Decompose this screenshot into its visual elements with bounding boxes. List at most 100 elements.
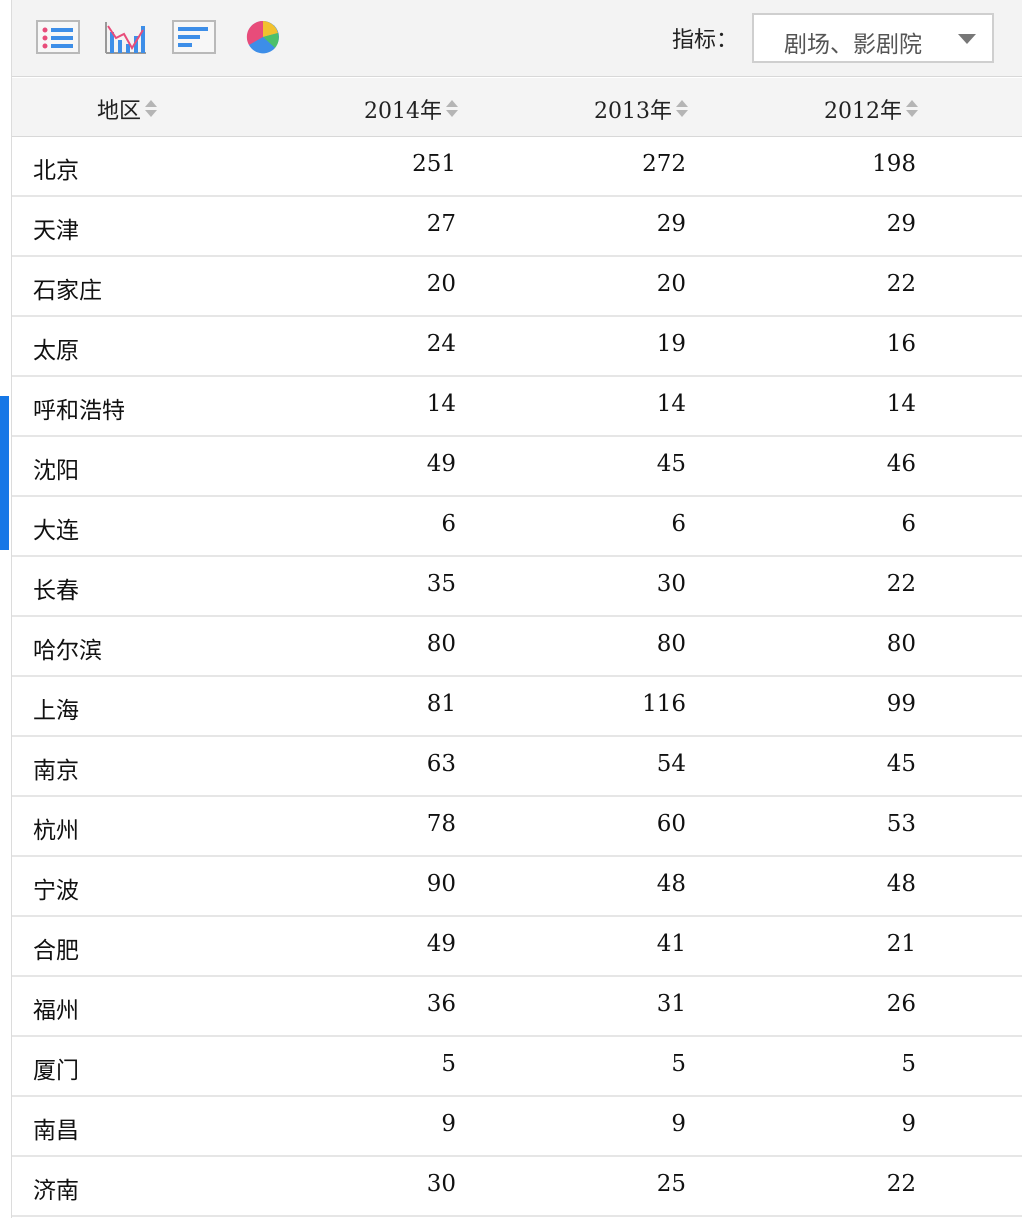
cell-2014: 6: [441, 511, 456, 537]
cell-region: 呼和浩特: [33, 398, 125, 424]
sort-icon: [676, 98, 688, 120]
line-chart-button[interactable]: [104, 18, 148, 56]
bar-chart-icon: [172, 20, 216, 54]
cell-region: 天津: [33, 218, 79, 244]
table-row: 福州 36 31 26: [12, 977, 1022, 1037]
cell-2012: 48: [886, 871, 916, 897]
pie-chart-button[interactable]: [241, 18, 285, 56]
cell-region: 宁波: [33, 878, 79, 904]
cell-2014: 14: [426, 391, 456, 417]
table-view-button[interactable]: [36, 18, 80, 56]
cell-2014: 78: [426, 811, 456, 837]
cell-2013: 25: [656, 1171, 686, 1197]
cell-2013: 20: [656, 271, 686, 297]
cell-2014: 5: [441, 1051, 456, 1077]
cell-2013: 14: [656, 391, 686, 417]
column-header-region[interactable]: 地区: [97, 93, 158, 125]
cell-2012: 14: [886, 391, 916, 417]
cell-2013: 29: [656, 211, 686, 237]
cell-2013: 80: [656, 631, 686, 657]
column-header-label: 地区: [97, 99, 142, 124]
table-header: 地区 2014年 2013年 2012年: [12, 78, 1022, 137]
cell-2014: 9: [441, 1111, 456, 1137]
cell-region: 南京: [33, 758, 79, 784]
cell-2014: 24: [426, 331, 456, 357]
cell-2013: 54: [656, 751, 686, 777]
cell-2014: 35: [426, 571, 456, 597]
cell-2012: 21: [886, 931, 916, 957]
cell-2012: 53: [886, 811, 916, 837]
cell-2012: 9: [901, 1111, 916, 1137]
cell-2014: 49: [426, 931, 456, 957]
table-row: 合肥 49 41 21: [12, 917, 1022, 977]
cell-2013: 45: [656, 451, 686, 477]
cell-2012: 198: [872, 151, 916, 177]
column-header-2013[interactable]: 2013年: [594, 93, 688, 125]
cell-2012: 99: [886, 691, 916, 717]
table-row: 厦门 5 5 5: [12, 1037, 1022, 1097]
cell-region: 厦门: [33, 1058, 79, 1084]
cell-region: 杭州: [33, 818, 79, 844]
cell-2014: 80: [426, 631, 456, 657]
cell-region: 福州: [33, 998, 79, 1024]
table-row: 呼和浩特 14 14 14: [12, 377, 1022, 437]
indicator-label: 指标：: [672, 28, 739, 53]
cell-2012: 45: [886, 751, 916, 777]
cell-2014: 251: [412, 151, 456, 177]
table-row: 南京 63 54 45: [12, 737, 1022, 797]
cell-2012: 22: [886, 571, 916, 597]
bar-chart-button[interactable]: [172, 18, 216, 56]
sort-icon: [906, 98, 918, 120]
table-row: 上海 81 116 99: [12, 677, 1022, 737]
cell-2012: 22: [886, 271, 916, 297]
cell-2013: 31: [656, 991, 686, 1017]
cell-2012: 80: [886, 631, 916, 657]
table-row: 天津 27 29 29: [12, 197, 1022, 257]
table-row: 长春 35 30 22: [12, 557, 1022, 617]
column-header-label: 2014年: [364, 99, 442, 124]
table-row: 北京 251 272 198: [12, 137, 1022, 197]
cell-2012: 22: [886, 1171, 916, 1197]
data-panel: 指标： 剧场、影剧院 地区 2014年 2013年 2012年 北京 251 272…: [11, 0, 1022, 1218]
cell-region: 大连: [33, 518, 79, 544]
cell-region: 北京: [33, 158, 79, 184]
cell-2014: 30: [426, 1171, 456, 1197]
table-row: 沈阳 49 45 46: [12, 437, 1022, 497]
column-header-2012[interactable]: 2012年: [824, 93, 918, 125]
side-panel-tab[interactable]: [0, 396, 9, 550]
cell-2014: 90: [426, 871, 456, 897]
cell-2012: 29: [886, 211, 916, 237]
cell-2014: 20: [426, 271, 456, 297]
cell-2013: 30: [656, 571, 686, 597]
cell-region: 石家庄: [33, 278, 102, 304]
column-header-2014[interactable]: 2014年: [364, 93, 458, 125]
cell-2012: 16: [886, 331, 916, 357]
table-row: 南昌 9 9 9: [12, 1097, 1022, 1157]
cell-region: 太原: [33, 338, 79, 364]
cell-2013: 116: [642, 691, 686, 717]
sort-icon: [446, 98, 458, 120]
table-row: 济南 30 25 22: [12, 1157, 1022, 1217]
cell-2013: 48: [656, 871, 686, 897]
cell-region: 长春: [33, 578, 79, 604]
cell-2013: 19: [656, 331, 686, 357]
table-row: 宁波 90 48 48: [12, 857, 1022, 917]
indicator-dropdown[interactable]: 剧场、影剧院: [752, 13, 994, 63]
cell-2014: 27: [426, 211, 456, 237]
cell-region: 沈阳: [33, 458, 79, 484]
cell-2014: 36: [426, 991, 456, 1017]
table-row: 杭州 78 60 53: [12, 797, 1022, 857]
cell-2012: 46: [886, 451, 916, 477]
caret-down-icon: [958, 34, 976, 44]
cell-2013: 9: [671, 1111, 686, 1137]
cell-region: 济南: [33, 1178, 79, 1204]
table-row: 哈尔滨 80 80 80: [12, 617, 1022, 677]
cell-2013: 5: [671, 1051, 686, 1077]
cell-region: 合肥: [33, 938, 79, 964]
table-view-icon: [36, 20, 80, 54]
table-row: 石家庄 20 20 22: [12, 257, 1022, 317]
pie-chart-icon: [246, 20, 279, 54]
cell-2013: 272: [642, 151, 686, 177]
cell-2014: 81: [426, 691, 456, 717]
sort-icon: [145, 98, 158, 120]
